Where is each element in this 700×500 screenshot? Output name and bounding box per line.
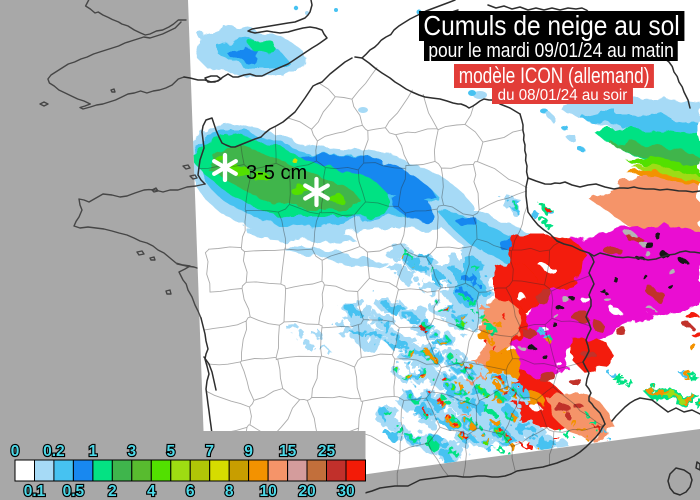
svg-text:0.2: 0.2: [43, 443, 65, 460]
svg-text:1: 1: [89, 443, 98, 460]
svg-text:0.5: 0.5: [63, 483, 85, 500]
svg-text:30: 30: [337, 483, 354, 500]
svg-text:4: 4: [147, 483, 156, 500]
svg-text:10: 10: [259, 483, 276, 500]
svg-text:15: 15: [279, 443, 297, 460]
svg-text:2: 2: [108, 483, 117, 500]
svg-text:20: 20: [298, 483, 315, 500]
svg-text:7: 7: [205, 443, 214, 460]
svg-text:0.1: 0.1: [24, 483, 46, 500]
svg-text:6: 6: [186, 483, 195, 500]
svg-text:25: 25: [318, 443, 336, 460]
svg-text:9: 9: [244, 443, 253, 460]
svg-text:8: 8: [225, 483, 234, 500]
svg-text:5: 5: [166, 443, 175, 460]
svg-text:0: 0: [11, 443, 20, 460]
svg-text:3: 3: [127, 443, 136, 460]
